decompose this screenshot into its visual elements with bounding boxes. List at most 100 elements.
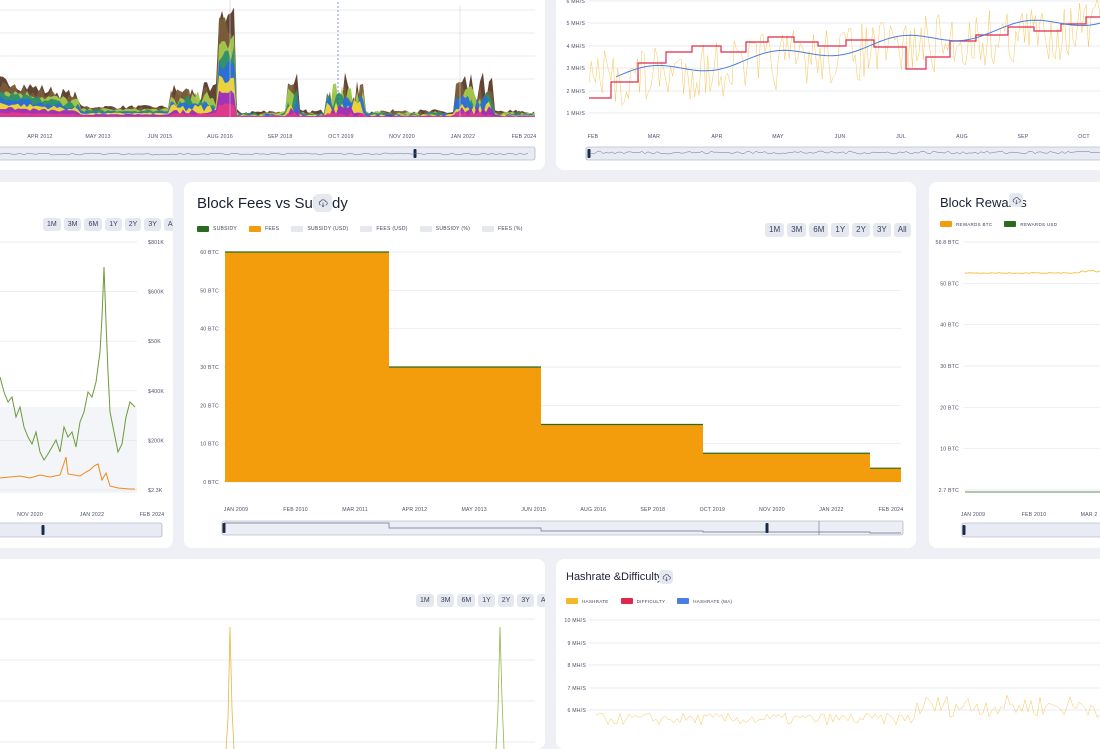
- range-button-1y[interactable]: 1Y: [478, 594, 495, 607]
- legend-label[interactable]: SUBSIDY: [213, 226, 238, 232]
- y-axis-tick-label: 5 MH/S: [567, 21, 586, 27]
- y-axis-tick-label: $200K: [148, 438, 164, 444]
- range-button-6m[interactable]: 6M: [809, 223, 829, 237]
- x-axis-tick-label: JUN 2015: [148, 134, 173, 140]
- hashrate-line: [588, 0, 1100, 106]
- legend-swatch[interactable]: [677, 598, 690, 604]
- x-axis-tick-label: MAY: [772, 134, 784, 140]
- y-axis-tick-label: 30 BTC: [200, 365, 219, 371]
- range-button-all[interactable]: All: [163, 218, 173, 231]
- y-axis-tick-label: $400K: [148, 389, 164, 395]
- legend-swatch[interactable]: [1004, 221, 1017, 227]
- range-button-1m[interactable]: 1M: [43, 218, 61, 231]
- x-axis-tick-label: FEB 2010: [1022, 512, 1047, 518]
- range-button-3m[interactable]: 3M: [787, 223, 807, 237]
- y-axis-tick-label: 0 BTC: [203, 480, 219, 486]
- x-axis-tick-label: MAR: [648, 134, 660, 140]
- legend-swatch[interactable]: [360, 226, 373, 232]
- y-axis-tick-label: 20 BTC: [940, 405, 959, 411]
- top-left-chart: APR 2012 MAY 2013 JUN 2015 AUG 2016 SEP 2018…: [0, 0, 536, 161]
- range-button-2y[interactable]: 2Y: [124, 218, 142, 231]
- range-button-1y[interactable]: 1Y: [105, 218, 122, 231]
- y-axis-tick-label: 9 MH/S: [568, 641, 587, 647]
- legend-label[interactable]: REWARDS USD: [1020, 221, 1058, 227]
- hashrate-difficulty-card: Hashrate &Difficulty HASHRATE DIFFICULTY H…: [556, 559, 1100, 749]
- legend-swatch[interactable]: [249, 226, 262, 232]
- range-button-all[interactable]: All: [536, 594, 545, 607]
- range-button-1m[interactable]: 1M: [765, 223, 785, 237]
- shaded-region: [0, 407, 137, 493]
- download-button[interactable]: [314, 194, 332, 212]
- x-axis-tick-label: FEB 2024: [879, 507, 904, 513]
- range-button-6m[interactable]: 6M: [457, 594, 476, 607]
- x-axis-tick-label: AUG 2016: [580, 507, 606, 513]
- range-button-1y[interactable]: 1Y: [831, 223, 850, 237]
- range-button-6m[interactable]: 6M: [84, 218, 103, 231]
- range-button-3m[interactable]: 3M: [436, 594, 455, 607]
- range-button-3y[interactable]: 3Y: [517, 594, 534, 607]
- x-axis-tick-label: NOV 2020: [759, 507, 785, 513]
- x-axis-tick-label: MAY 2013: [85, 134, 110, 140]
- cloud-download-icon: [662, 573, 671, 581]
- y-axis-tick-label: 1 MH/S: [567, 111, 586, 117]
- y-axis-tick-label: 6 MH/S: [568, 708, 587, 714]
- navigator-handle-right: [765, 523, 769, 533]
- stacked-area-layer: [0, 17, 535, 117]
- x-axis-tick-label: JUL: [896, 134, 906, 140]
- hashrate-line: [595, 694, 1100, 726]
- legend-swatch[interactable]: [940, 221, 952, 227]
- legend-label[interactable]: DIFFICULTY: [636, 598, 666, 604]
- y-axis-tick-label: 3 MH/S: [567, 66, 586, 72]
- block-rewards-legend: REWARDS BTC REWARDS USD: [940, 221, 1057, 227]
- x-axis-tick-label: JAN 2009: [224, 507, 248, 513]
- legend-label[interactable]: HASHRATE (MA): [693, 598, 733, 604]
- y-axis-tick-label: 8 MH/S: [568, 663, 587, 669]
- legend-label[interactable]: HASHRATE: [582, 598, 609, 604]
- x-axis-tick-label: MAY 2013: [462, 507, 487, 513]
- legend-label[interactable]: FEES (USD): [376, 226, 408, 232]
- range-button-1m[interactable]: 1M: [416, 594, 434, 607]
- top-right-hashrate-chart: 6 MH/S 5 MH/S 4 MH/S 3 MH/S 2 MH/S 1 MH/S FEB M…: [567, 0, 1100, 161]
- range-button-2y[interactable]: 2Y: [497, 594, 515, 607]
- range-button-2y[interactable]: 2Y: [852, 223, 870, 237]
- range-button-3y[interactable]: 3Y: [872, 223, 891, 237]
- legend-swatch[interactable]: [197, 226, 209, 232]
- legend-label[interactable]: FEES (%): [498, 226, 523, 232]
- y-axis-tick-label: 6 MH/S: [567, 0, 586, 5]
- legend-label[interactable]: SUBSIDY (USD): [307, 226, 349, 232]
- x-axis-tick-label: OCT 2019: [328, 134, 353, 140]
- x-axis-tick-label: FEB 2024: [140, 512, 165, 518]
- legend-swatch[interactable]: [482, 226, 495, 232]
- y-axis-tick-label: 10 MH/S: [564, 618, 586, 624]
- navigator-handle: [962, 525, 966, 535]
- hashrate-difficulty-title: Hashrate &Difficulty: [566, 571, 663, 583]
- range-button-all[interactable]: All: [893, 223, 911, 237]
- rewards-btc-line: [964, 269, 1100, 274]
- download-button[interactable]: [1009, 193, 1023, 207]
- download-button[interactable]: [659, 570, 673, 584]
- block-rewards-chart: 56.8 BTC 50 BTC 40 BTC 30 BTC 20 BTC 10 BTC 2.…: [935, 240, 1100, 538]
- bottom-left-chart: [0, 618, 535, 749]
- legend-swatch[interactable]: [291, 226, 304, 232]
- navigator-handle: [587, 149, 591, 158]
- legend-swatch[interactable]: [566, 598, 578, 604]
- x-axis-tick-label: AUG 2016: [207, 134, 233, 140]
- x-axis-tick-label: OCT 2019: [700, 507, 725, 513]
- range-button-3y[interactable]: 3Y: [144, 218, 161, 231]
- legend-swatch[interactable]: [419, 226, 432, 232]
- legend-swatch[interactable]: [620, 598, 633, 604]
- x-axis-tick-label: FEB 2010: [283, 507, 308, 513]
- y-axis-tick-label: 40 BTC: [200, 327, 219, 333]
- x-axis-tick-label: AUG: [956, 134, 968, 140]
- range-button-3m[interactable]: 3M: [63, 218, 82, 231]
- navigator-handle: [41, 525, 45, 535]
- fees-subsidy-title: Block Fees vs Subsidy: [197, 195, 348, 212]
- navigator-series: [590, 150, 1100, 155]
- spike-line-series: [495, 626, 505, 749]
- legend-label[interactable]: FEES: [265, 226, 280, 232]
- legend-label[interactable]: REWARDS BTC: [956, 221, 993, 227]
- y-axis-tick-label: 40 BTC: [940, 323, 959, 329]
- legend-label[interactable]: SUBSIDY (%): [435, 226, 471, 232]
